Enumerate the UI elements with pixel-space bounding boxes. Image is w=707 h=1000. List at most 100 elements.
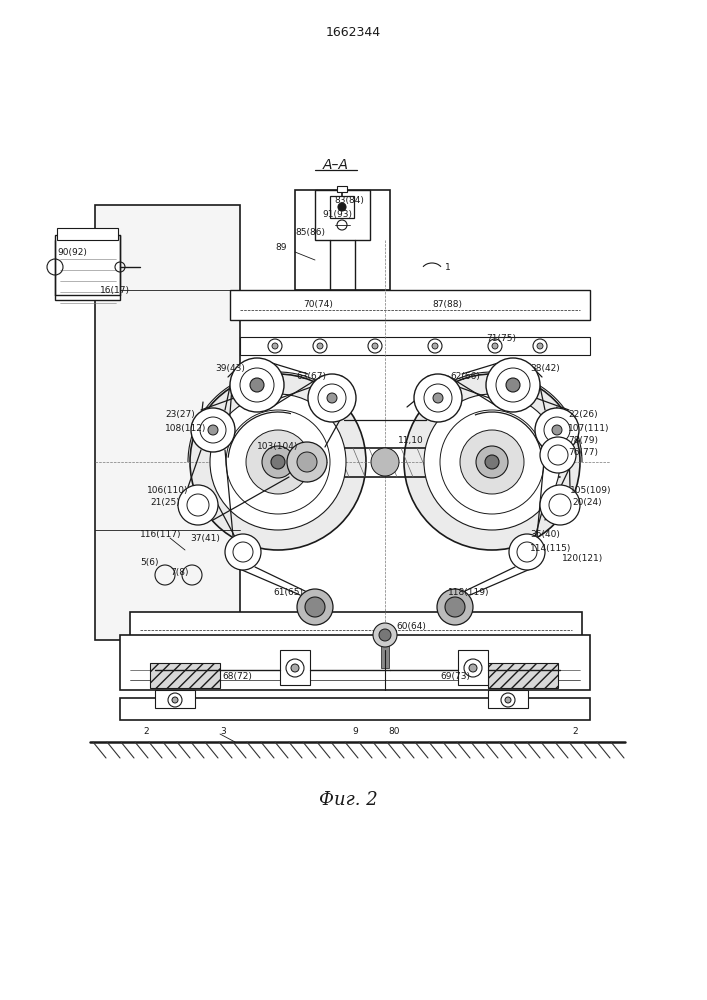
Circle shape	[372, 343, 378, 349]
Circle shape	[533, 339, 547, 353]
Text: 85(86): 85(86)	[295, 228, 325, 236]
Circle shape	[537, 343, 543, 349]
Text: 62(66): 62(66)	[450, 371, 480, 380]
Text: Фиг. 2: Фиг. 2	[319, 791, 378, 809]
Circle shape	[476, 446, 508, 478]
Text: 22(26): 22(26)	[568, 410, 597, 420]
Bar	[240, 337, 590, 355]
Bar	[488, 663, 558, 688]
Circle shape	[379, 629, 391, 641]
Bar	[337, 186, 347, 192]
Circle shape	[191, 408, 235, 452]
Bar	[488, 690, 528, 708]
Circle shape	[271, 455, 285, 469]
Circle shape	[327, 393, 337, 403]
Bar	[381, 633, 389, 668]
Text: 71(75): 71(75)	[486, 334, 516, 344]
Circle shape	[428, 339, 442, 353]
Text: 61(65): 61(65)	[273, 588, 303, 597]
Circle shape	[308, 374, 356, 422]
Text: 37(41): 37(41)	[190, 534, 220, 542]
Text: 116(117): 116(117)	[140, 530, 182, 540]
Circle shape	[190, 374, 366, 550]
Circle shape	[535, 408, 579, 452]
Circle shape	[414, 374, 462, 422]
Circle shape	[486, 358, 540, 412]
Circle shape	[432, 343, 438, 349]
Circle shape	[250, 378, 264, 392]
Circle shape	[509, 534, 545, 570]
Text: 1: 1	[445, 263, 451, 272]
Circle shape	[552, 425, 562, 435]
Circle shape	[424, 394, 560, 530]
Circle shape	[317, 343, 323, 349]
Text: 16(17): 16(17)	[100, 286, 130, 294]
Text: 2: 2	[572, 728, 578, 736]
Text: 11,10: 11,10	[398, 436, 423, 444]
Circle shape	[488, 339, 502, 353]
Circle shape	[297, 589, 333, 625]
Circle shape	[404, 374, 580, 550]
Circle shape	[287, 442, 327, 482]
Text: 23(27): 23(27)	[165, 410, 194, 420]
Bar	[57, 228, 118, 240]
Circle shape	[437, 589, 473, 625]
Bar	[120, 698, 590, 720]
Bar	[130, 612, 582, 650]
Circle shape	[225, 534, 261, 570]
Text: 80: 80	[388, 728, 399, 736]
Text: 118(119): 118(119)	[448, 588, 489, 597]
Text: 87(88): 87(88)	[432, 300, 462, 310]
Bar	[95, 205, 240, 640]
Bar	[155, 690, 195, 708]
Text: 89: 89	[275, 243, 286, 252]
Text: 1662344: 1662344	[325, 25, 380, 38]
Circle shape	[305, 597, 325, 617]
Text: 63(67): 63(67)	[296, 371, 326, 380]
Circle shape	[368, 339, 382, 353]
Text: 39(43): 39(43)	[215, 363, 245, 372]
Text: 103(104): 103(104)	[257, 442, 298, 452]
Circle shape	[433, 393, 443, 403]
Text: 69(73): 69(73)	[440, 672, 470, 682]
Circle shape	[460, 430, 524, 494]
Text: 68(72): 68(72)	[222, 672, 252, 682]
Circle shape	[272, 343, 278, 349]
Text: 9: 9	[352, 728, 358, 736]
Text: 83(84): 83(84)	[334, 196, 364, 205]
Text: 106(110): 106(110)	[147, 486, 189, 494]
Text: 90(92): 90(92)	[57, 247, 87, 256]
Circle shape	[208, 425, 218, 435]
Circle shape	[338, 203, 346, 211]
Circle shape	[172, 697, 178, 703]
Circle shape	[262, 446, 294, 478]
Circle shape	[297, 452, 317, 472]
Text: 3: 3	[220, 728, 226, 736]
Circle shape	[505, 697, 511, 703]
Circle shape	[540, 485, 580, 525]
Circle shape	[178, 485, 218, 525]
Text: 114(115): 114(115)	[530, 544, 571, 552]
Bar	[330, 196, 354, 218]
Text: 70(74): 70(74)	[303, 300, 333, 310]
Text: 107(111): 107(111)	[568, 424, 609, 432]
Text: 78(79): 78(79)	[568, 436, 598, 444]
Text: 76(77): 76(77)	[568, 448, 598, 458]
Bar	[230, 290, 590, 320]
Text: 2: 2	[143, 728, 148, 736]
Bar	[120, 635, 590, 690]
Text: 7(8): 7(8)	[170, 568, 189, 578]
Circle shape	[373, 623, 397, 647]
Circle shape	[485, 455, 499, 469]
Circle shape	[445, 597, 465, 617]
Text: 105(109): 105(109)	[570, 486, 612, 494]
Circle shape	[268, 339, 282, 353]
Circle shape	[246, 430, 310, 494]
Text: 108(112): 108(112)	[165, 424, 206, 432]
Circle shape	[313, 339, 327, 353]
Bar	[458, 650, 488, 685]
Text: 60(64): 60(64)	[396, 621, 426, 631]
Circle shape	[469, 664, 477, 672]
Text: 91(93): 91(93)	[322, 211, 352, 220]
Bar	[150, 663, 220, 688]
